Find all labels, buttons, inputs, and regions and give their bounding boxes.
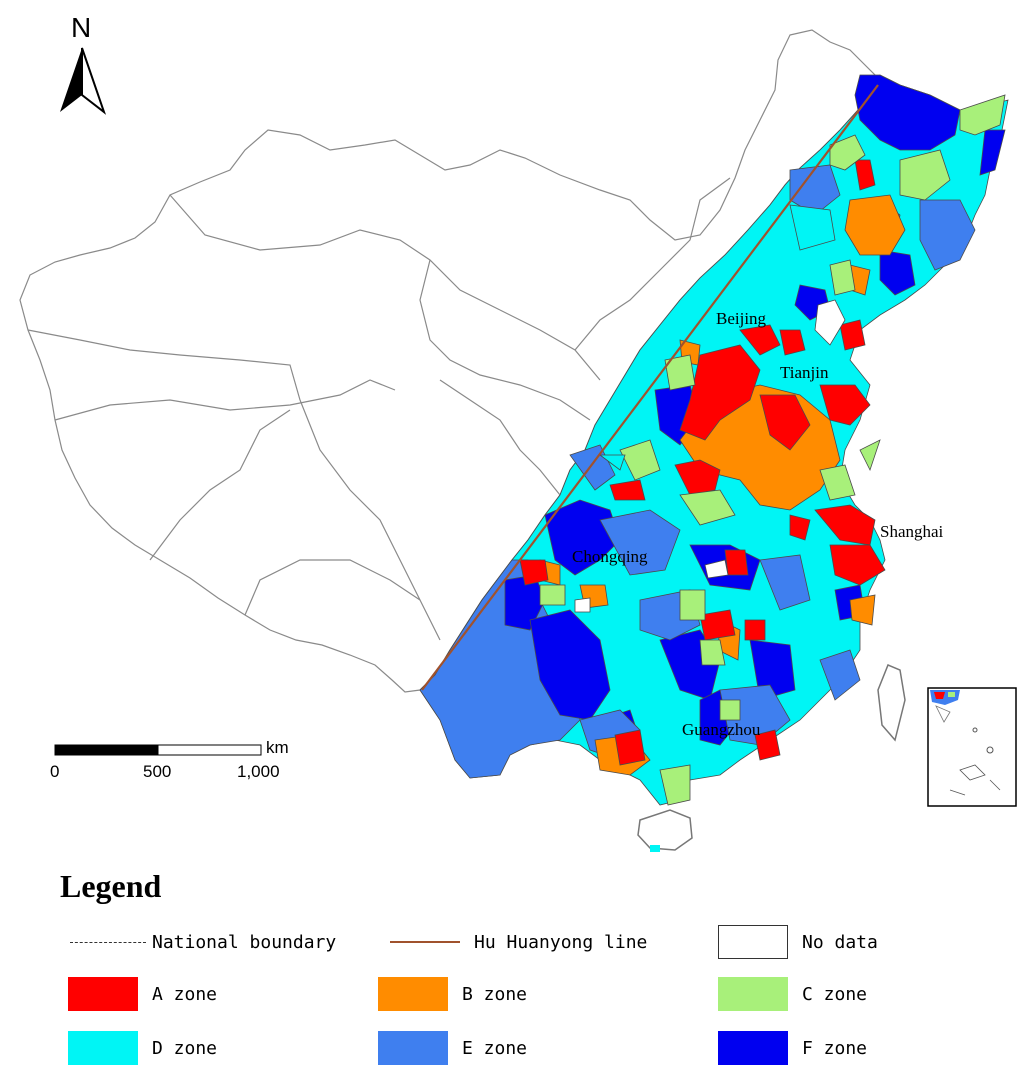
hainan-island: [637, 809, 693, 851]
legend-item-b-zone: B zone: [378, 976, 527, 1012]
scale-unit: km: [266, 738, 289, 757]
e-zone-swatch: [378, 1031, 448, 1065]
a-zone-swatch: [68, 977, 138, 1011]
no-data-swatch: [718, 925, 788, 959]
legend-item-d-zone: D zone: [68, 1030, 217, 1066]
f-zone-swatch: [718, 1031, 788, 1065]
south-sea-inset: [927, 687, 1017, 807]
city-label-beijing: Beijing: [716, 309, 767, 328]
city-label-shanghai: Shanghai: [880, 522, 944, 541]
city-label-guangzhou: Guangzhou: [682, 720, 761, 739]
legend-title: Legend: [60, 868, 162, 904]
d-zone-swatch: [68, 1031, 138, 1065]
map-canvas: Beijing Tianjin Shanghai Chongqing Guang…: [19, 29, 1017, 852]
north-label: N: [71, 12, 92, 43]
taiwan-island: [877, 664, 906, 742]
legend-item-hu-huanyong-line: Hu Huanyong line: [390, 924, 647, 960]
legend-item-no-data: No data: [718, 924, 878, 960]
legend-item-f-zone: F zone: [718, 1030, 867, 1066]
legend-label: National boundary: [152, 931, 337, 953]
legend-label: F zone: [802, 1037, 868, 1059]
c-zone-swatch: [718, 977, 788, 1011]
legend-label: B zone: [462, 983, 528, 1005]
b-zone-swatch: [378, 977, 448, 1011]
legend-item-a-zone: A zone: [68, 976, 217, 1012]
line-icon: [390, 941, 460, 943]
north-arrow-icon: [60, 47, 107, 115]
scale-tick-500: 500: [143, 762, 172, 781]
legend-label: C zone: [802, 983, 868, 1005]
legend-label: No data: [802, 931, 878, 953]
scale-bar: [54, 744, 262, 756]
legend-label: Hu Huanyong line: [474, 931, 648, 953]
city-label-tianjin: Tianjin: [780, 363, 829, 382]
legend-label: A zone: [152, 983, 218, 1005]
hu-huanyong-line: [421, 84, 879, 691]
legend-item-e-zone: E zone: [378, 1030, 527, 1066]
legend-label: E zone: [462, 1037, 528, 1059]
legend-label: D zone: [152, 1037, 218, 1059]
legend-item-c-zone: C zone: [718, 976, 867, 1012]
zone-region-east: [419, 74, 1009, 806]
hainan-patch: [650, 845, 660, 852]
scale-tick-0: 0: [50, 762, 60, 781]
city-label-chongqing: Chongqing: [572, 547, 648, 566]
scale-tick-1000: 1,000: [237, 762, 280, 781]
dashed-line-icon: [70, 941, 146, 943]
legend-item-national-boundary: National boundary: [70, 924, 336, 960]
